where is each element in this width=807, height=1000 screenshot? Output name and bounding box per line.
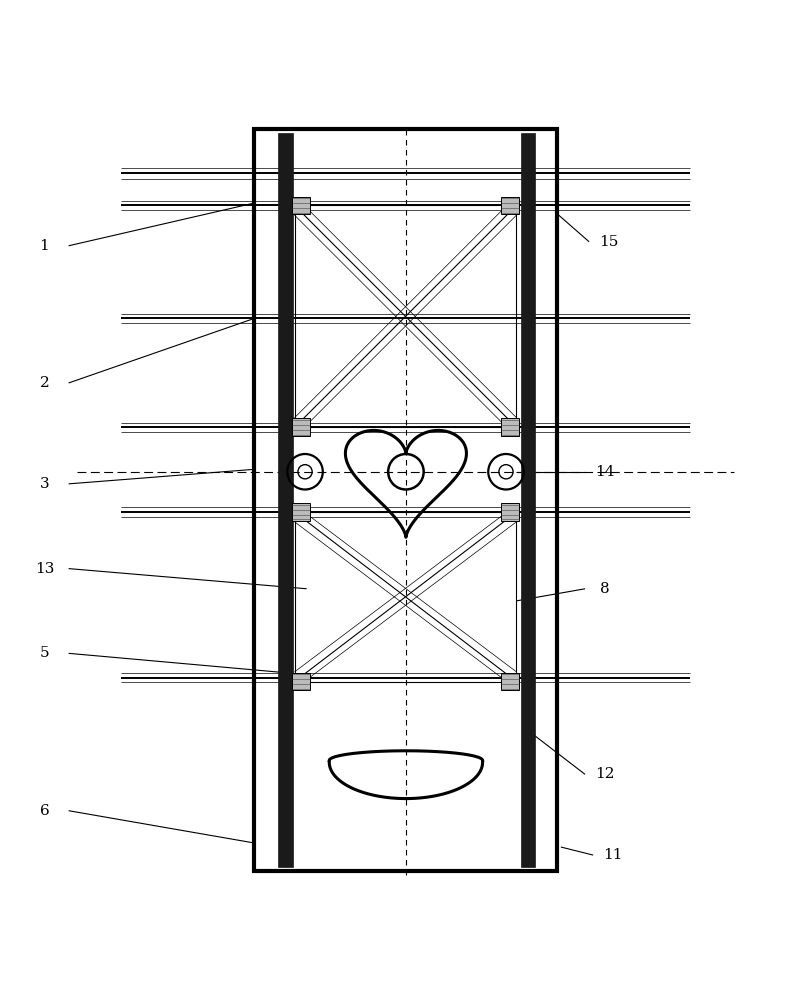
Bar bbox=[278, 133, 293, 867]
Bar bbox=[295, 512, 516, 682]
Bar bbox=[292, 503, 310, 521]
Text: 13: 13 bbox=[35, 562, 54, 576]
Text: 15: 15 bbox=[600, 235, 619, 249]
Text: 12: 12 bbox=[596, 767, 615, 781]
Bar bbox=[501, 503, 519, 521]
Text: 6: 6 bbox=[40, 804, 49, 818]
Text: 11: 11 bbox=[604, 848, 623, 862]
Text: 3: 3 bbox=[40, 477, 49, 491]
Bar bbox=[521, 133, 535, 867]
Bar bbox=[292, 418, 310, 436]
Text: 5: 5 bbox=[40, 646, 49, 660]
Bar bbox=[292, 197, 310, 214]
Text: 2: 2 bbox=[40, 376, 49, 390]
Bar bbox=[254, 129, 557, 871]
Bar bbox=[501, 197, 519, 214]
Text: 14: 14 bbox=[596, 465, 615, 479]
Bar bbox=[295, 205, 516, 427]
Text: 1: 1 bbox=[40, 239, 49, 253]
Bar bbox=[501, 673, 519, 690]
Text: 8: 8 bbox=[600, 582, 610, 596]
Bar bbox=[292, 673, 310, 690]
Bar bbox=[501, 418, 519, 436]
